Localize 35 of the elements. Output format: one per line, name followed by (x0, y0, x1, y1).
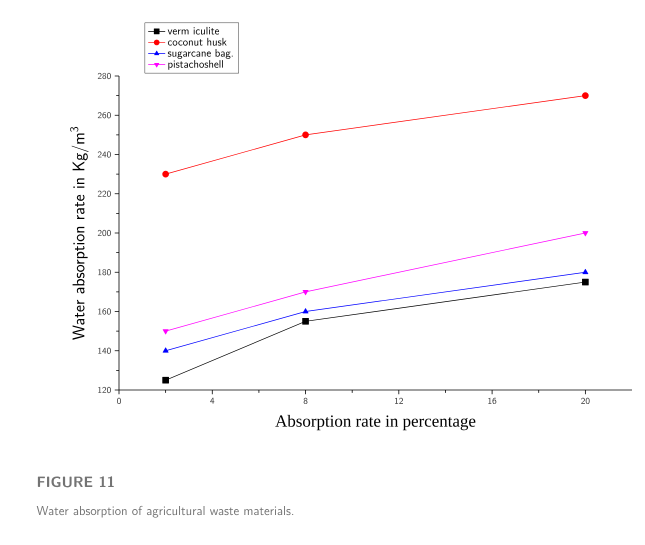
point (582, 278, 589, 286)
y-tick-label: 120 (98, 386, 111, 394)
text: Water absorption of agricultural waste materials. (36, 506, 294, 518)
x-tick-label: 0 (117, 398, 121, 404)
x-tick-label: 12 (395, 398, 403, 404)
y-tick-label: 220 (98, 190, 111, 197)
point (162, 170, 169, 178)
point (162, 376, 169, 384)
legend-label: coconut husk (168, 38, 227, 46)
y-tick-label: 180 (98, 269, 111, 276)
point (162, 329, 169, 334)
legend-label: verm iculite (168, 26, 220, 35)
y-axis-title: Water absorption rate in Kg/m$^{3}$ (70, 126, 89, 340)
x-tick-label: 20 (581, 398, 590, 404)
caption: FIGURE 11 (38, 476, 114, 488)
point (302, 132, 309, 138)
x-tick-label: 16 (488, 398, 496, 404)
x-tick-label: 8 (304, 398, 308, 404)
x-tick-label: 4 (210, 398, 214, 404)
y-tick-label: 260 (98, 112, 111, 118)
y-tick-label: 160 (98, 308, 111, 315)
y-tick-label: 240 (98, 151, 111, 158)
point (162, 347, 169, 353)
point (302, 308, 308, 314)
y-tick-label: 140 (98, 348, 111, 354)
y-tick-label: 200 (98, 230, 111, 236)
legend-label: sugarcane bag. (168, 48, 233, 59)
point (302, 290, 308, 296)
point (582, 268, 588, 274)
legend-label: pistachoshell (168, 60, 223, 70)
y-tick-label: 280 (98, 72, 111, 80)
point (582, 92, 589, 99)
x-axis-title: Absorption rate in percentage (275, 414, 476, 430)
point (302, 318, 309, 325)
point (582, 231, 588, 236)
